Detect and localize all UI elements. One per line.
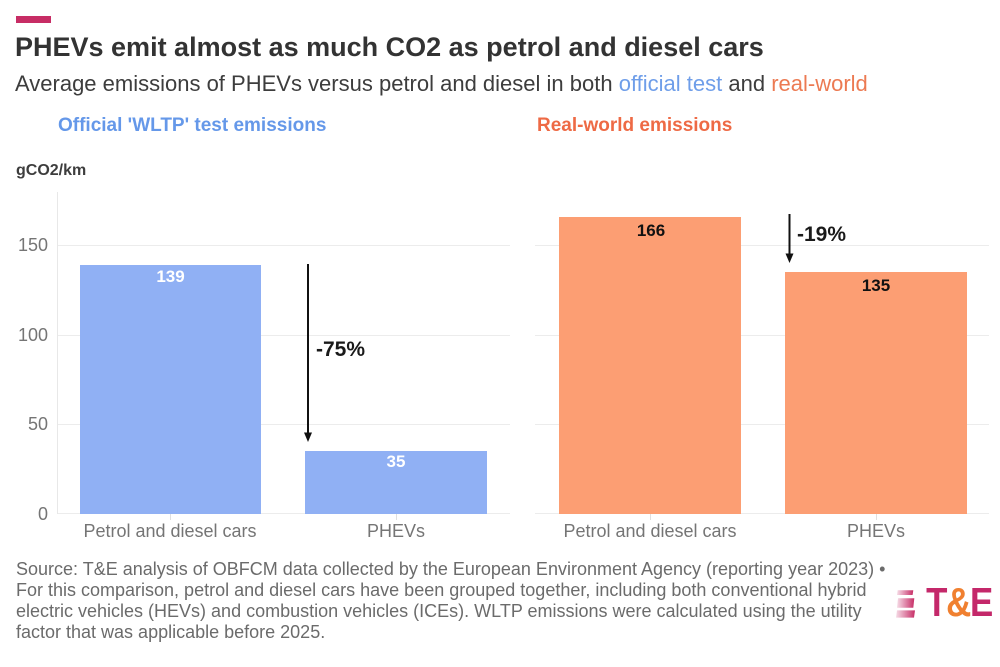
svg-text:T&E: T&E: [926, 585, 992, 621]
